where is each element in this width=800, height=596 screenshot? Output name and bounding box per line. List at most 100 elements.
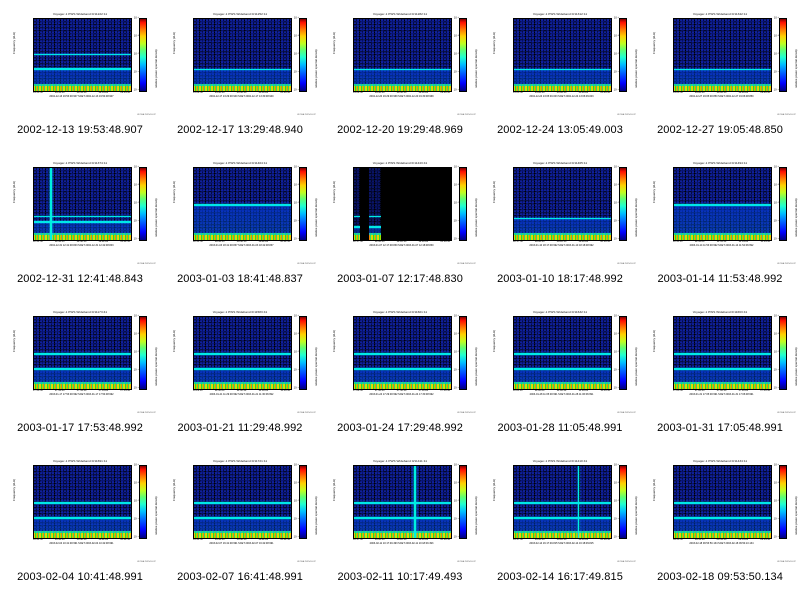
continuum-cap [674, 233, 771, 235]
spectrogram-figure[interactable]: Voyager-1 PWS Wideband 0/11282:11 Frequen… [320, 0, 480, 118]
grid-cell: Voyager-1 PWS Wideband 0/11465:11 Frequen… [480, 149, 640, 298]
spectrogram-figure[interactable]: Voyager-1 PWS Wideband 0/11494:11 Frequen… [640, 149, 800, 267]
continuum-band [194, 233, 291, 240]
x-tick-label: 19:06:30 [760, 91, 770, 94]
colorbar[interactable]: 10⁻¹ 10⁻² 10⁻³ 10⁻⁴ 10⁻⁵ [774, 315, 787, 390]
colorbar[interactable]: 10⁻¹ 10⁻² 10⁻³ 10⁻⁴ 10⁻⁵ [614, 17, 627, 92]
spectrogram-figure[interactable]: Voyager-1 PWS Wideband 0/11173:41 Frequen… [0, 298, 160, 416]
colorbar[interactable]: 10⁻¹ 10⁻² 10⁻³ 10⁻⁴ 10⁻⁵ [614, 166, 627, 241]
spectrogram-figure[interactable]: Voyager-1 PWS Wideband 0/11465:11 Frequen… [480, 149, 640, 267]
spectrogram-figure[interactable]: Voyager-1 PWS Wideband 0/11312:11 Frequen… [480, 0, 640, 118]
spectrogram-figure[interactable]: Voyager-1 PWS Wideband 0/11404:11 Frequen… [160, 149, 320, 267]
x-tick-labels: 11:05:50 11:06:00 11:06:10 11:06:20 11:06:30 [513, 389, 610, 392]
x-tick-label: 17:54:20 [98, 389, 109, 392]
colorbar-tick-label: 10⁻² [453, 183, 459, 187]
colorbar[interactable]: 10⁻¹ 10⁻² 10⁻³ 10⁻⁴ 10⁻⁵ [454, 166, 467, 241]
colorbar[interactable]: 10⁻¹ 10⁻² 10⁻³ 10⁻⁴ 10⁻⁵ [294, 464, 307, 539]
x-tick-label: 16:42:30 [280, 538, 290, 541]
colorbar-tick-label: 10⁻⁵ [133, 386, 139, 390]
x-tick-label: 12:42:00 [54, 240, 65, 243]
colorbar[interactable]: 10⁻¹ 10⁻² 10⁻³ 10⁻⁴ 10⁻⁵ [294, 17, 307, 92]
colorbar[interactable]: 10⁻¹ 10⁻² 10⁻³ 10⁻⁴ 10⁻⁵ [134, 17, 147, 92]
colorbar[interactable]: 10⁻¹ 10⁻² 10⁻³ 10⁻⁴ 10⁻⁵ [134, 315, 147, 390]
colorbar-tick-label: 10⁻¹ [133, 16, 139, 20]
plot-axes[interactable]: 101086420 [193, 167, 292, 241]
y-axis-label: Frequency (kHz) [172, 31, 176, 54]
plot-axes[interactable]: 101086420 [513, 465, 612, 539]
colorbar[interactable]: 10⁻¹ 10⁻² 10⁻³ 10⁻⁴ 10⁻⁵ [454, 464, 467, 539]
colorbar[interactable]: 10⁻¹ 10⁻² 10⁻³ 10⁻⁴ 10⁻⁵ [774, 464, 787, 539]
colorbar[interactable]: 10⁻¹ 10⁻² 10⁻³ 10⁻⁴ 10⁻⁵ [774, 17, 787, 92]
plot-axes[interactable]: 101086420 [33, 316, 132, 390]
plot-axes[interactable]: 101086420 [193, 18, 292, 92]
plot-axes[interactable]: 101086420 [673, 18, 772, 92]
x-tick-labels: 10:41:50 10:42:00 10:42:10 10:42:20 10:42:30 [33, 538, 130, 541]
colorbar-tick-label: 10⁻² [613, 332, 619, 336]
x-tick-label: 11:30:30 [280, 389, 290, 392]
x-axis-range-label: 2003-01-14 11:53:48.992 SCET 2003-01-14 … [689, 244, 754, 247]
plot-axes[interactable]: 101086420 [513, 18, 612, 92]
plot-axes[interactable]: 101086420 [353, 18, 452, 92]
x-tick-label: 16:18:00 [534, 538, 545, 541]
spectrogram-figure[interactable]: Voyager-1 PWS Wideband 0/11434:11 Frequen… [640, 447, 800, 565]
spectrogram-figure[interactable]: Voyager-1 PWS Wideband 0/11222:11 Frequen… [0, 0, 160, 118]
x-axis-range-label: 2003-02-14 16:17:49.815 SCET 2003-02-14 … [529, 542, 594, 545]
colorbar[interactable]: 10⁻¹ 10⁻² 10⁻³ 10⁻⁴ 10⁻⁵ [134, 464, 147, 539]
colorbar-tick-label: 10⁻³ [613, 499, 619, 503]
plot-axes[interactable]: 101086420 [673, 465, 772, 539]
colorbar[interactable]: 10⁻¹ 10⁻² 10⁻³ 10⁻⁴ 10⁻⁵ [614, 315, 627, 390]
plot-axes[interactable]: 101086420 [513, 167, 612, 241]
spectrogram-figure[interactable]: Voyager-1 PWS Wideband 0/11663:41 Frequen… [640, 298, 800, 416]
plot-axes[interactable]: 101086420 [353, 167, 452, 241]
y-axis-label: Frequency (kHz) [332, 180, 336, 203]
x-tick-label: 17:30:30 [440, 389, 450, 392]
colorbar-label: relative power spectral density [794, 198, 798, 237]
colorbar[interactable]: 10⁻¹ 10⁻² 10⁻³ 10⁻⁴ 10⁻⁵ [294, 166, 307, 241]
emission-band [514, 68, 611, 71]
spectrogram-figure[interactable]: Voyager-1 PWS Wideband 0/11583:41 Frequen… [160, 298, 320, 416]
spectrogram-figure[interactable]: Voyager-1 PWS Wideband 0/11374:11 Frequen… [0, 149, 160, 267]
emission-slab [194, 204, 291, 235]
emission-band [674, 68, 771, 71]
spectrogram-figure[interactable]: Voyager-1 PWS Wideband 0/11410:41 Frequen… [480, 447, 640, 565]
plot-axes[interactable]: 101086420 [193, 316, 292, 390]
colorbar[interactable]: 10⁻¹ 10⁻² 10⁻³ 10⁻⁴ 10⁻⁵ [614, 464, 627, 539]
colorbar[interactable]: 10⁻¹ 10⁻² 10⁻³ 10⁻⁴ 10⁻⁵ [774, 166, 787, 241]
spectrogram-figure[interactable]: Voyager-1 PWS Wideband 0/11691:11 Frequen… [0, 447, 160, 565]
plot-axes[interactable]: 101086420 [33, 18, 132, 92]
spectrogram-figure[interactable]: Voyager-1 PWS Wideband 0/11411:11 Frequen… [320, 447, 480, 565]
spectrogram-figure[interactable]: Voyager-1 PWS Wideband 0/11721:11 Frequen… [160, 447, 320, 565]
emission-band [194, 204, 291, 206]
emission-band [674, 353, 771, 355]
x-tick-label: 11:30:00 [214, 389, 225, 392]
x-tick-label: 13:30:20 [258, 91, 269, 94]
grid-cell: Voyager-1 PWS Wideband 0/11691:11 Frequen… [0, 447, 160, 596]
plot-axes[interactable]: 101086420 [673, 167, 772, 241]
plot-axes[interactable]: 101086420 [33, 465, 132, 539]
colorbar-tick-label: 10⁻² [133, 481, 139, 485]
x-tick-label: 10:18:10 [396, 538, 407, 541]
plot-axes[interactable]: 101086420 [673, 316, 772, 390]
plot-title: Voyager-1 PWS Wideband 0/11410:41 [532, 459, 588, 463]
plot-axes[interactable]: 101086420 [33, 167, 132, 241]
plot-axes[interactable]: 101086420 [193, 465, 292, 539]
x-tick-label: 12:41:50 [33, 240, 43, 243]
plot-axes[interactable]: 101086420 [353, 465, 452, 539]
x-tick-label: 16:18:20 [578, 538, 589, 541]
colorbar-tick-label: 10⁻² [293, 332, 299, 336]
plot-axes[interactable]: 101086420 [353, 316, 452, 390]
colorbar-tick-label: 10⁻¹ [293, 463, 299, 467]
colorbar[interactable]: 10⁻¹ 10⁻² 10⁻³ 10⁻⁴ 10⁻⁵ [294, 315, 307, 390]
colorbar[interactable]: 10⁻¹ 10⁻² 10⁻³ 10⁻⁴ 10⁻⁵ [454, 17, 467, 92]
colorbar[interactable]: 10⁻¹ 10⁻² 10⁻³ 10⁻⁴ 10⁻⁵ [134, 166, 147, 241]
x-axis-range-label: 2003-01-10 18:17:48.992 SCET 2003-01-10 … [529, 244, 594, 247]
continuum-band [674, 84, 771, 91]
spectrogram-figure[interactable]: Voyager-1 PWS Wideband 0/11443:41 Frequen… [320, 149, 480, 267]
plot-title: Voyager-1 PWS Wideband 0/11632:11 [532, 310, 588, 314]
plot-axes[interactable]: 101086420 [513, 316, 612, 390]
colorbar[interactable]: 10⁻¹ 10⁻² 10⁻³ 10⁻⁴ 10⁻⁵ [454, 315, 467, 390]
spectrogram-figure[interactable]: Voyager-1 PWS Wideband 0/11632:11 Frequen… [480, 298, 640, 416]
spectrogram-figure[interactable]: Voyager-1 PWS Wideband 0/11342:11 Frequen… [640, 0, 800, 118]
spectrogram-figure[interactable]: Voyager-1 PWS Wideband 0/11252:11 Frequen… [160, 0, 320, 118]
spectrogram-figure[interactable]: Voyager-1 PWS Wideband 0/11601:11 Frequen… [320, 298, 480, 416]
